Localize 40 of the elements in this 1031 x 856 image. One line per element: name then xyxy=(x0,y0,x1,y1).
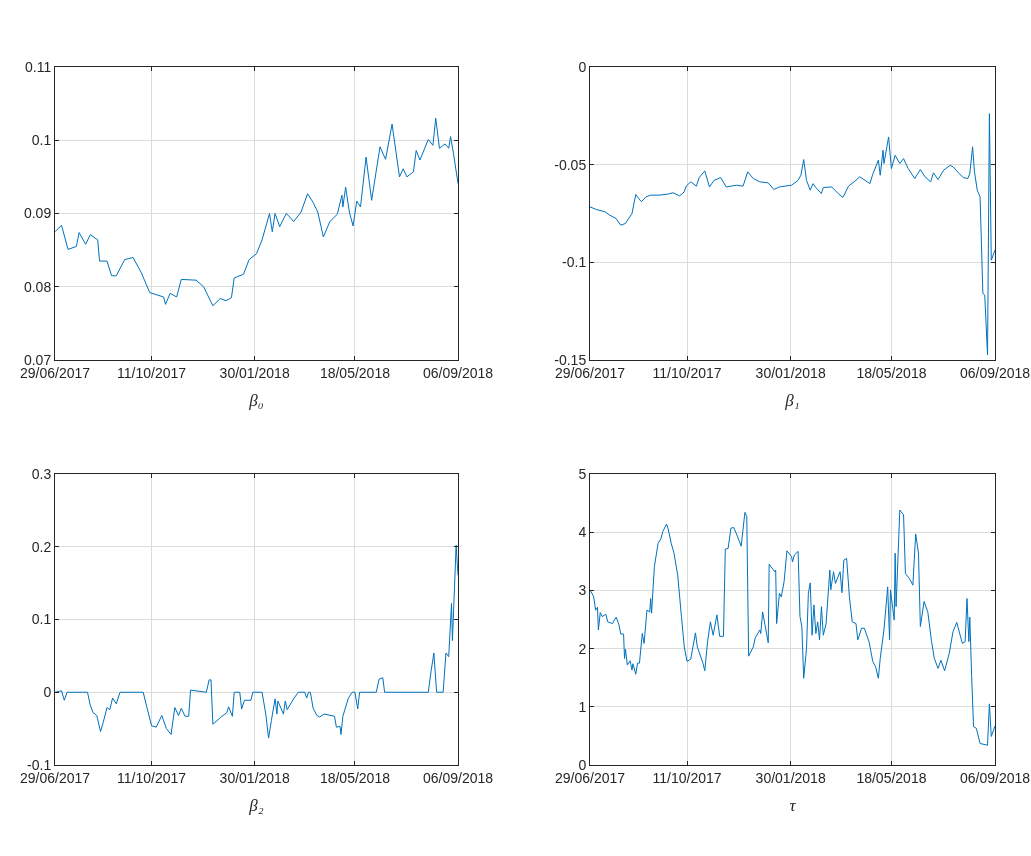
x-tick-label: 06/09/2018 xyxy=(959,769,1031,786)
line-series xyxy=(590,113,995,356)
line-series xyxy=(55,544,458,739)
x-tick-label: 30/01/2018 xyxy=(755,364,826,381)
x-tick-label: 06/09/2018 xyxy=(422,364,494,381)
x-tick-label: 30/01/2018 xyxy=(219,769,290,786)
y-tick-label: 0.1 xyxy=(31,132,52,149)
x-tick-label: 11/10/2017 xyxy=(652,769,722,786)
line-series xyxy=(55,117,458,307)
x-axis-title: τ xyxy=(789,796,797,816)
y-tick-label: 1 xyxy=(578,698,587,715)
y-tick-label: 5 xyxy=(578,465,587,482)
x-tick-label: 06/09/2018 xyxy=(422,769,494,786)
y-tick-label: -0.1 xyxy=(562,254,587,271)
y-tick-label: 0.11 xyxy=(24,58,52,75)
y-tick-label: 3 xyxy=(578,582,587,599)
x-tick-label: 18/05/2018 xyxy=(856,769,927,786)
x-tick-label: 30/01/2018 xyxy=(755,769,826,786)
x-tick-label: 11/10/2017 xyxy=(117,769,187,786)
y-tick-label: 0.3 xyxy=(31,465,52,482)
y-tick-label: 4 xyxy=(578,524,587,541)
x-tick-label: 11/10/2017 xyxy=(652,364,722,381)
line-series xyxy=(590,509,995,746)
x-tick-label: 18/05/2018 xyxy=(856,364,927,381)
y-tick-label: 0 xyxy=(578,58,587,75)
y-tick-label: -0.05 xyxy=(554,156,587,173)
x-axis-title: β₀ xyxy=(248,391,264,411)
x-tick-label: 11/10/2017 xyxy=(117,364,187,381)
y-tick-label: 0.08 xyxy=(23,278,52,295)
y-tick-label: 0.1 xyxy=(31,611,52,628)
x-axis-title: β₂ xyxy=(248,796,264,816)
x-axis-title: β₁ xyxy=(784,391,800,411)
x-tick-label: 18/05/2018 xyxy=(319,364,391,381)
x-tick-label: 30/01/2018 xyxy=(219,364,290,381)
x-tick-label: 18/05/2018 xyxy=(319,769,391,786)
y-tick-label: 0.2 xyxy=(31,538,52,555)
x-tick-label: 06/09/2018 xyxy=(959,364,1031,381)
y-tick-label: 2 xyxy=(578,640,587,657)
y-tick-label: 0 xyxy=(43,684,52,701)
y-tick-label: 0.09 xyxy=(23,205,52,222)
